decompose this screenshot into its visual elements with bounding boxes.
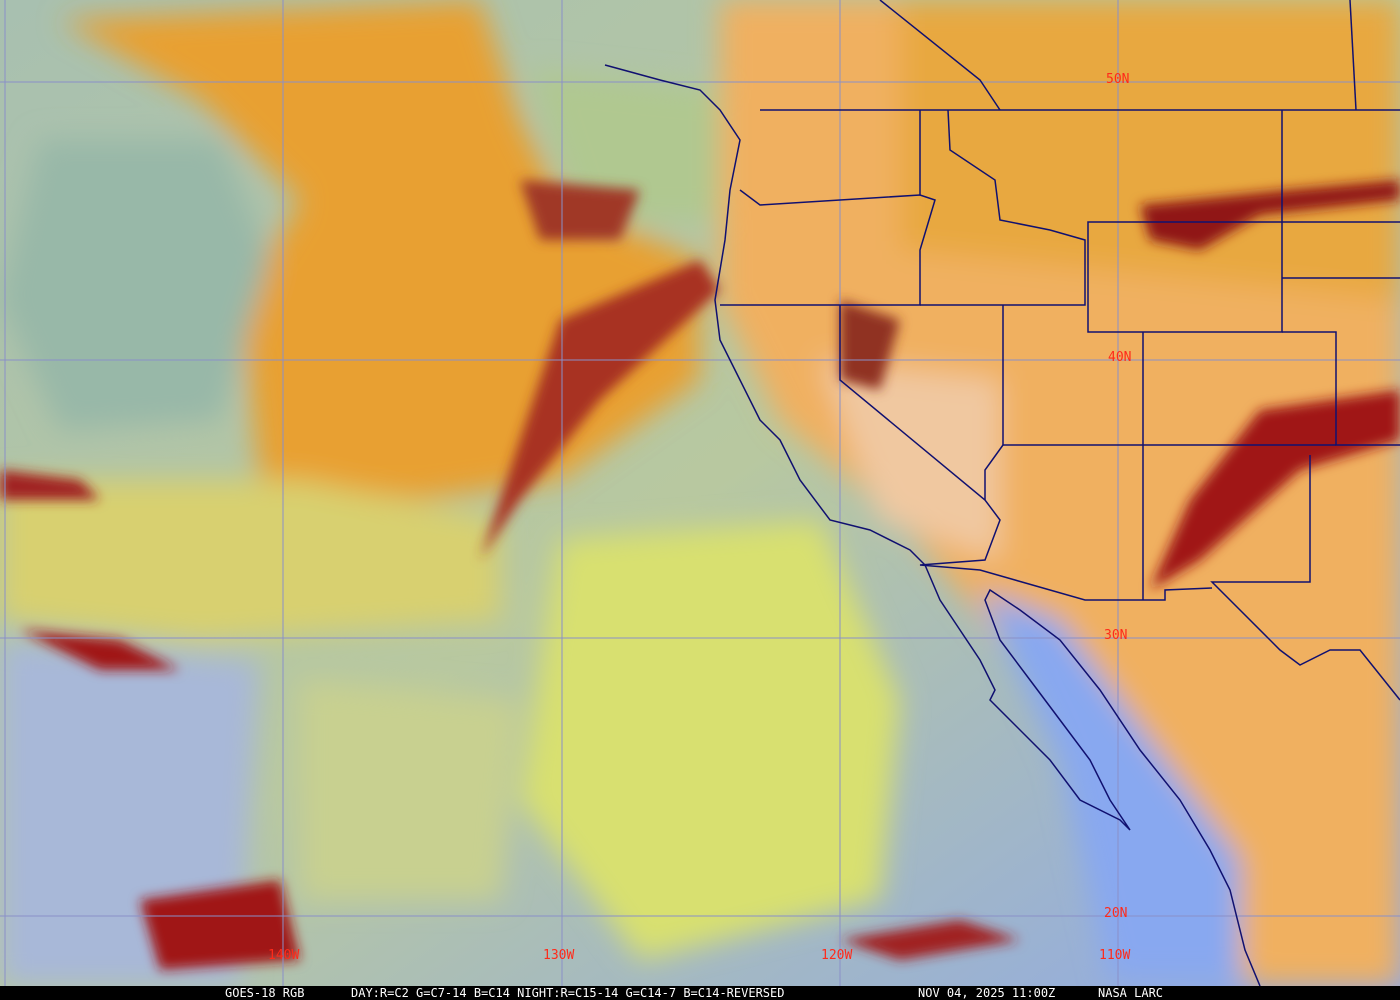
timestamp: NOV 04, 2025 11:00Z <box>918 986 1056 1000</box>
lat-label-50n: 50N <box>1106 72 1130 87</box>
lat-label-30n: 30N <box>1104 628 1128 643</box>
lat-label-40n: 40N <box>1108 350 1132 365</box>
rgb-recipe: DAY:R=C2 G=C7-14 B=C14 NIGHT:R=C15-14 G=… <box>351 986 785 1000</box>
caption-bar: GOES-18 RGB DAY:R=C2 G=C7-14 B=C14 NIGHT… <box>0 986 1400 1000</box>
product-name: GOES-18 RGB <box>225 986 305 1000</box>
lon-label-140w: 140W <box>268 948 300 963</box>
lon-label-120w: 120W <box>821 948 853 963</box>
lon-label-130w: 130W <box>543 948 575 963</box>
source: NASA LARC <box>1098 986 1164 1000</box>
political-boundaries <box>604 0 1400 986</box>
deep-convection <box>0 180 1400 970</box>
lat-label-20n: 20N <box>1104 906 1128 921</box>
lon-label-110w: 110W <box>1099 948 1131 963</box>
